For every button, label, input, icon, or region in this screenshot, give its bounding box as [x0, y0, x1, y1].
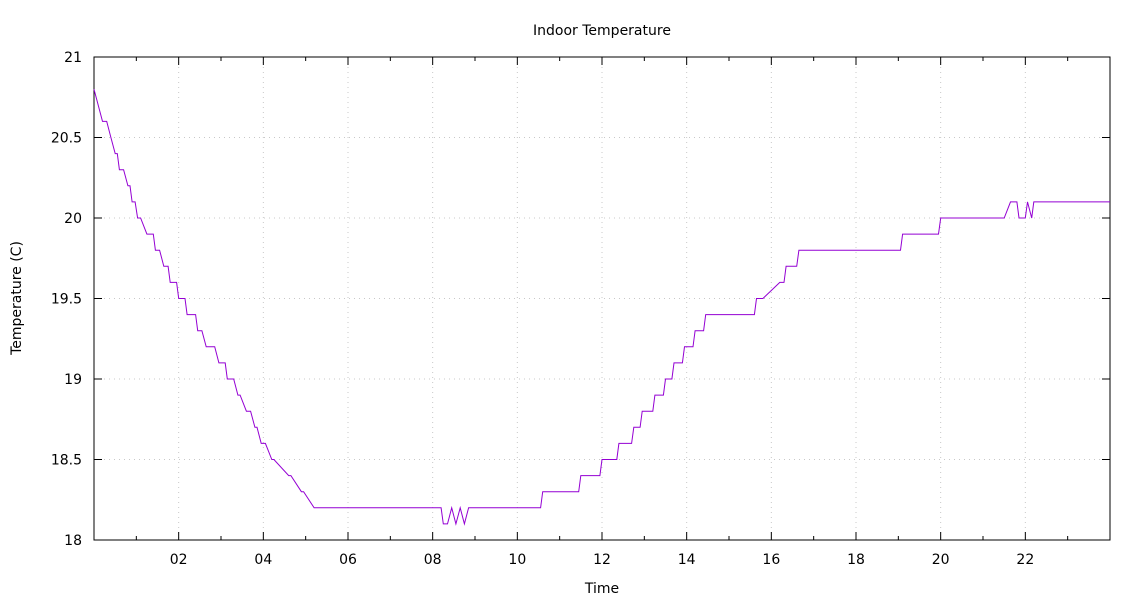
x-tick-label: 08 [424, 552, 442, 568]
x-tick-label: 06 [339, 552, 357, 568]
x-tick-labels: 02 04 06 08 10 12 14 16 18 20 22 [170, 552, 1034, 568]
temperature-series-line [93, 89, 1110, 526]
y-tick-label: 19 [64, 372, 82, 388]
x-axis-label: Time [584, 581, 619, 597]
y-tick-label: 18.5 [51, 453, 82, 469]
x-tick-label: 12 [593, 552, 611, 568]
x-tick-label: 04 [254, 552, 272, 568]
y-tick-label: 20.5 [51, 131, 82, 147]
x-tick-label: 22 [1016, 552, 1034, 568]
axis-ticks [94, 56, 1110, 541]
y-tick-label: 20 [64, 211, 82, 227]
x-tick-label: 02 [170, 552, 188, 568]
y-axis-label: Temperature (C) [9, 241, 25, 356]
grid-lines [94, 57, 1110, 540]
x-tick-label: 10 [508, 552, 526, 568]
x-tick-label: 18 [847, 552, 865, 568]
x-tick-label: 20 [932, 552, 950, 568]
x-tick-label: 14 [678, 552, 696, 568]
y-tick-label: 18 [64, 533, 82, 549]
y-tick-labels: 18 18.5 19 19.5 20 20.5 21 [51, 50, 82, 549]
chart-title: Indoor Temperature [533, 23, 671, 39]
y-tick-label: 21 [64, 50, 82, 66]
x-tick-label: 16 [762, 552, 780, 568]
y-tick-label: 19.5 [51, 292, 82, 308]
